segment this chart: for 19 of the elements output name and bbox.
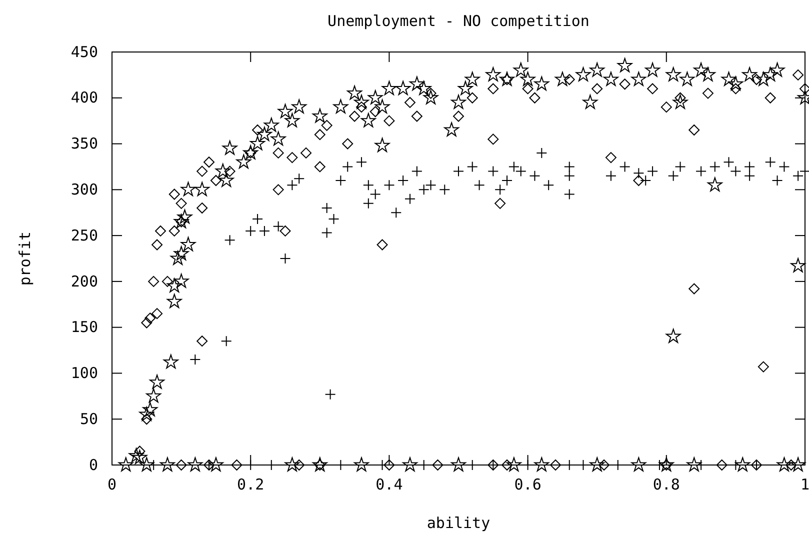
y-tick-label: 150 [70,318,98,336]
x-tick-label: 0.2 [237,476,264,494]
y-tick-label: 200 [70,272,98,290]
x-tick-label: 0 [107,476,117,494]
y-tick-label: 250 [70,226,98,244]
y-tick-label: 50 [80,410,98,428]
y-tick-label: 450 [70,42,98,61]
x-axis-title: ability [426,514,490,532]
x-tick-label: 0.6 [514,476,542,494]
y-tick-label: 350 [70,134,98,153]
y-tick-label: 0 [88,456,98,474]
y-tick-label: 300 [70,180,98,198]
y-tick-label: 100 [70,364,98,382]
x-tick-label: 0.8 [652,476,680,494]
y-axis-title: profit [16,231,34,286]
chart-title: Unemployment - NO competition [328,12,590,30]
x-tick-label: 0.4 [376,476,403,494]
y-tick-label: 400 [70,88,98,107]
x-tick-label: 1 [800,476,809,494]
